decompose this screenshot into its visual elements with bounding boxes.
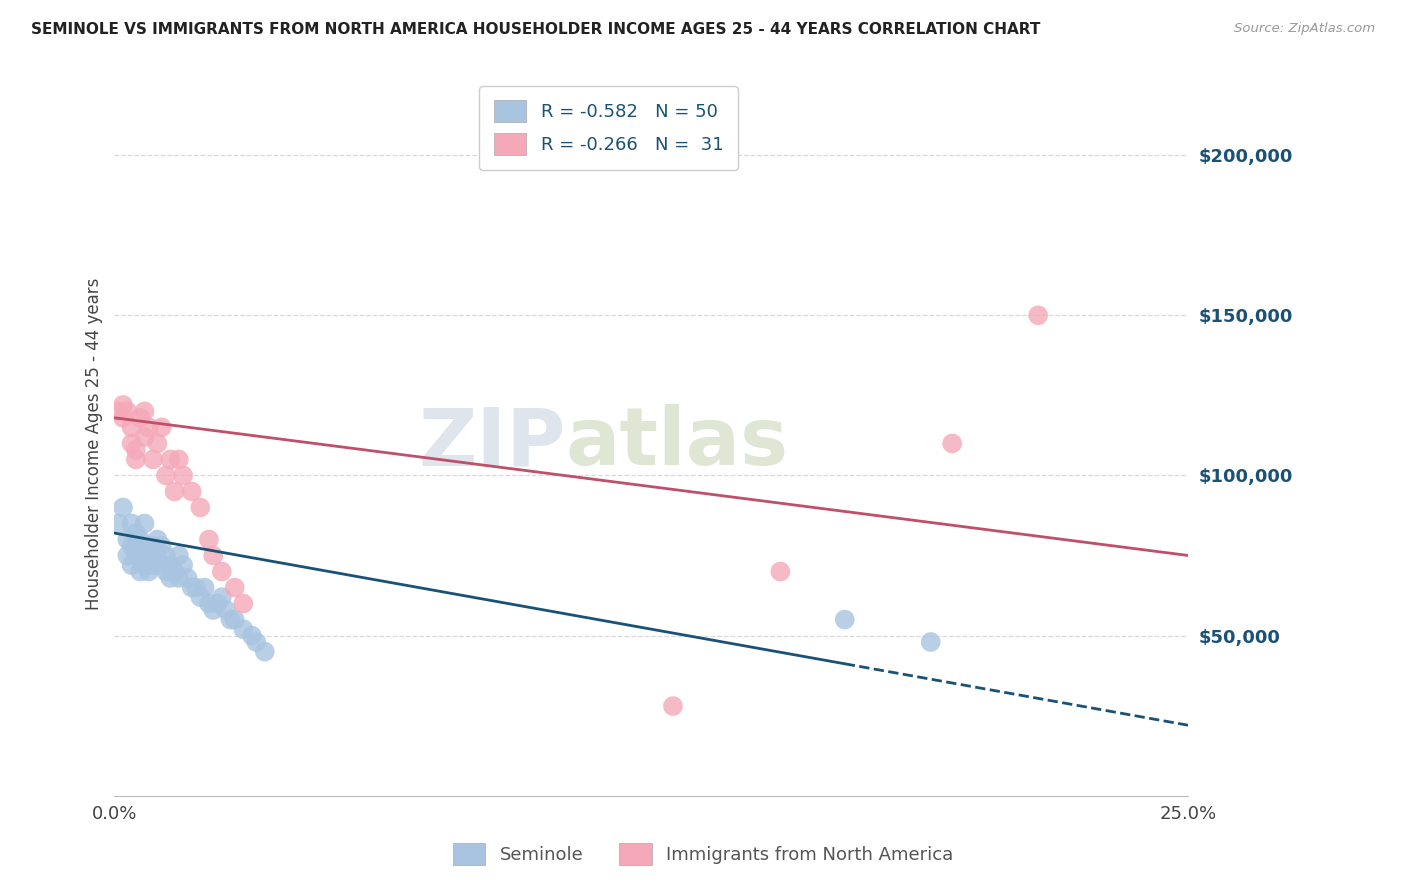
Point: [146, 436, 169, 450]
Point: [159, 452, 181, 467]
Point: [150, 558, 173, 573]
Point: [211, 590, 233, 604]
Point: [142, 452, 165, 467]
Point: [134, 404, 156, 418]
Point: [176, 571, 198, 585]
Point: [134, 516, 156, 531]
Point: [129, 565, 152, 579]
Point: [155, 468, 177, 483]
Legend: Seminole, Immigrants from North America: Seminole, Immigrants from North America: [443, 834, 963, 874]
Point: [769, 565, 792, 579]
Point: [121, 539, 143, 553]
Point: [920, 635, 942, 649]
Point: [117, 549, 139, 563]
Point: [941, 436, 963, 450]
Point: [134, 430, 156, 444]
Point: [107, 516, 129, 531]
Point: [138, 565, 160, 579]
Point: [125, 539, 148, 553]
Point: [188, 500, 211, 515]
Point: [180, 484, 202, 499]
Point: [138, 549, 160, 563]
Point: [180, 581, 202, 595]
Point: [215, 603, 238, 617]
Point: [224, 581, 246, 595]
Point: [211, 565, 233, 579]
Point: [202, 549, 225, 563]
Point: [167, 571, 190, 585]
Point: [107, 404, 129, 418]
Point: [198, 597, 221, 611]
Point: [662, 699, 685, 714]
Point: [155, 549, 177, 563]
Point: [117, 533, 139, 547]
Point: [198, 533, 221, 547]
Point: [142, 539, 165, 553]
Text: atlas: atlas: [565, 404, 789, 483]
Point: [121, 436, 143, 450]
Point: [117, 404, 139, 418]
Point: [125, 452, 148, 467]
Text: ZIP: ZIP: [418, 404, 565, 483]
Point: [150, 420, 173, 434]
Point: [138, 420, 160, 434]
Point: [142, 558, 165, 573]
Point: [121, 420, 143, 434]
Point: [245, 635, 267, 649]
Point: [184, 581, 207, 595]
Point: [125, 526, 148, 541]
Legend: R = -0.582   N = 50, R = -0.266   N =  31: R = -0.582 N = 50, R = -0.266 N = 31: [479, 86, 738, 169]
Point: [125, 549, 148, 563]
Point: [125, 442, 148, 457]
Y-axis label: Householder Income Ages 25 - 44 years: Householder Income Ages 25 - 44 years: [86, 277, 103, 609]
Point: [111, 500, 134, 515]
Point: [129, 533, 152, 547]
Point: [121, 558, 143, 573]
Point: [194, 581, 217, 595]
Point: [172, 558, 194, 573]
Point: [202, 603, 225, 617]
Point: [167, 452, 190, 467]
Point: [111, 398, 134, 412]
Point: [159, 558, 181, 573]
Text: SEMINOLE VS IMMIGRANTS FROM NORTH AMERICA HOUSEHOLDER INCOME AGES 25 - 44 YEARS : SEMINOLE VS IMMIGRANTS FROM NORTH AMERIC…: [31, 22, 1040, 37]
Point: [146, 533, 169, 547]
Point: [224, 613, 246, 627]
Point: [134, 539, 156, 553]
Point: [155, 565, 177, 579]
Point: [129, 410, 152, 425]
Point: [134, 558, 156, 573]
Point: [253, 645, 276, 659]
Point: [111, 410, 134, 425]
Point: [240, 629, 263, 643]
Point: [207, 597, 229, 611]
Point: [1026, 308, 1049, 322]
Point: [163, 565, 186, 579]
Point: [188, 590, 211, 604]
Text: Source: ZipAtlas.com: Source: ZipAtlas.com: [1234, 22, 1375, 36]
Point: [167, 549, 190, 563]
Point: [172, 468, 194, 483]
Point: [232, 622, 254, 636]
Point: [163, 484, 186, 499]
Point: [150, 539, 173, 553]
Point: [146, 549, 169, 563]
Point: [232, 597, 254, 611]
Point: [129, 549, 152, 563]
Point: [219, 613, 242, 627]
Point: [834, 613, 856, 627]
Point: [121, 516, 143, 531]
Point: [159, 571, 181, 585]
